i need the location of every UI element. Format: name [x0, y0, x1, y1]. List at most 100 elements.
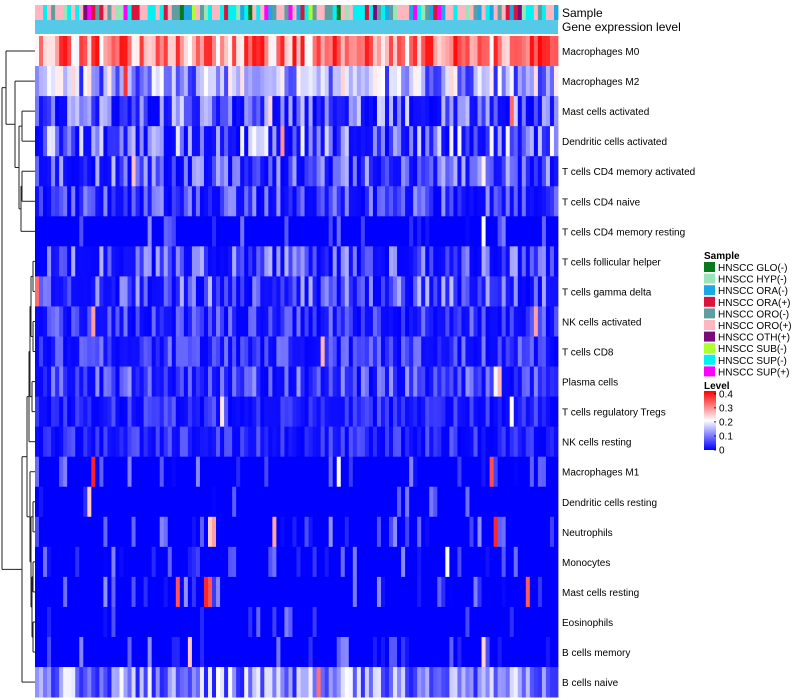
heatmap-cell	[545, 486, 551, 518]
heatmap-cell	[425, 96, 430, 127]
heatmap-cell	[533, 516, 539, 548]
heatmap-cell	[521, 546, 527, 578]
heatmap-cell	[51, 126, 56, 157]
heatmap-cell	[280, 336, 285, 367]
heatmap-cell	[163, 306, 169, 337]
heatmap-cell	[220, 306, 225, 337]
heatmap-cell	[493, 667, 499, 698]
heatmap-cell	[457, 456, 462, 488]
sample-cell	[300, 5, 305, 20]
heatmap-cell	[352, 306, 358, 337]
heatmap-cell	[360, 426, 366, 458]
heatmap-cell	[409, 486, 414, 518]
heatmap-cell	[401, 426, 406, 458]
heatmap-cell	[280, 426, 285, 458]
heatmap-cell	[501, 606, 507, 638]
heatmap-cell	[264, 126, 269, 157]
sample-cell	[332, 5, 338, 20]
heatmap-cell	[171, 546, 177, 578]
heatmap-cell	[505, 667, 511, 698]
heatmap-cell	[425, 276, 430, 307]
heatmap-cell	[260, 546, 265, 578]
heatmap-cell	[240, 576, 245, 608]
heatmap-cell	[179, 546, 185, 578]
heatmap-cell	[461, 336, 466, 367]
heatmap-cell	[549, 456, 555, 488]
heatmap-cell	[509, 96, 515, 127]
heatmap-cell	[356, 576, 362, 608]
heatmap-cell	[429, 366, 434, 397]
heatmap-cell	[171, 96, 177, 127]
heatmap-cell	[83, 246, 88, 277]
heatmap-cell	[127, 336, 132, 367]
heatmap-cell	[43, 366, 48, 397]
heatmap-cell	[268, 667, 273, 698]
heatmap-cell	[461, 216, 466, 247]
heatmap-cell	[429, 486, 434, 518]
heatmap-cell	[360, 637, 366, 668]
heatmap-cell	[537, 516, 543, 548]
heatmap-cell	[497, 186, 503, 217]
heatmap-cell	[123, 306, 128, 337]
heatmap-cell	[501, 126, 507, 157]
heatmap-cell	[328, 306, 334, 337]
heatmap-cell	[521, 366, 527, 397]
sample-cell	[413, 5, 418, 20]
sample-cell	[401, 5, 406, 20]
sample-cell	[264, 5, 269, 20]
heatmap-cell	[175, 216, 181, 247]
heatmap-cell	[445, 426, 450, 458]
sample-cell	[63, 5, 68, 20]
heatmap-cell	[179, 96, 185, 127]
heatmap-cell	[272, 516, 277, 548]
heatmap-cell	[549, 246, 555, 277]
heatmap-cell	[119, 336, 124, 367]
heatmap-cell	[300, 36, 305, 67]
heatmap-cell	[151, 96, 157, 127]
heatmap-cell	[199, 36, 205, 67]
heatmap-cell	[99, 396, 104, 428]
heatmap-cell	[103, 366, 108, 397]
heatmap-cell	[437, 306, 442, 337]
heatmap-cell	[264, 186, 269, 217]
heatmap-cell	[481, 606, 486, 638]
heatmap-cell	[159, 366, 165, 397]
heatmap-cell	[224, 516, 229, 548]
heatmap-cell	[425, 306, 430, 337]
sample-cell	[473, 5, 478, 20]
heatmap-cell	[437, 36, 442, 67]
heatmap-cell	[163, 66, 169, 97]
sample-cell	[521, 5, 527, 20]
heatmap-cell	[191, 216, 197, 247]
heatmap-cell	[83, 306, 88, 337]
heatmap-cell	[91, 126, 96, 157]
heatmap-cell	[493, 216, 499, 247]
heatmap-cell	[135, 66, 140, 97]
heatmap-cell	[501, 36, 507, 67]
heatmap-cell	[320, 396, 326, 428]
heatmap-cell	[83, 516, 88, 548]
heatmap-cell	[541, 516, 547, 548]
heatmap-cell	[473, 246, 478, 277]
heatmap-cell	[59, 126, 64, 157]
heatmap-cell	[328, 456, 334, 488]
heatmap-cell	[380, 516, 386, 548]
heatmap-cell	[99, 516, 104, 548]
heatmap-cell	[397, 126, 402, 157]
heatmap-cell	[364, 576, 370, 608]
heatmap-cell	[348, 366, 354, 397]
heatmap-cell	[521, 96, 527, 127]
heatmap-cell	[143, 186, 149, 217]
heatmap-cell	[300, 66, 305, 97]
heatmap-cell	[348, 426, 354, 458]
level-tick-label: 0.2	[719, 417, 733, 428]
heatmap-cell	[389, 66, 394, 97]
heatmap-cell	[203, 276, 209, 307]
heatmap-cell	[111, 276, 116, 307]
heatmap-cell	[272, 66, 277, 97]
heatmap-cell	[103, 36, 108, 67]
heatmap-cell	[131, 276, 136, 307]
heatmap-cell	[533, 186, 539, 217]
heatmap-cell	[360, 156, 366, 187]
heatmap-cell	[55, 276, 60, 307]
